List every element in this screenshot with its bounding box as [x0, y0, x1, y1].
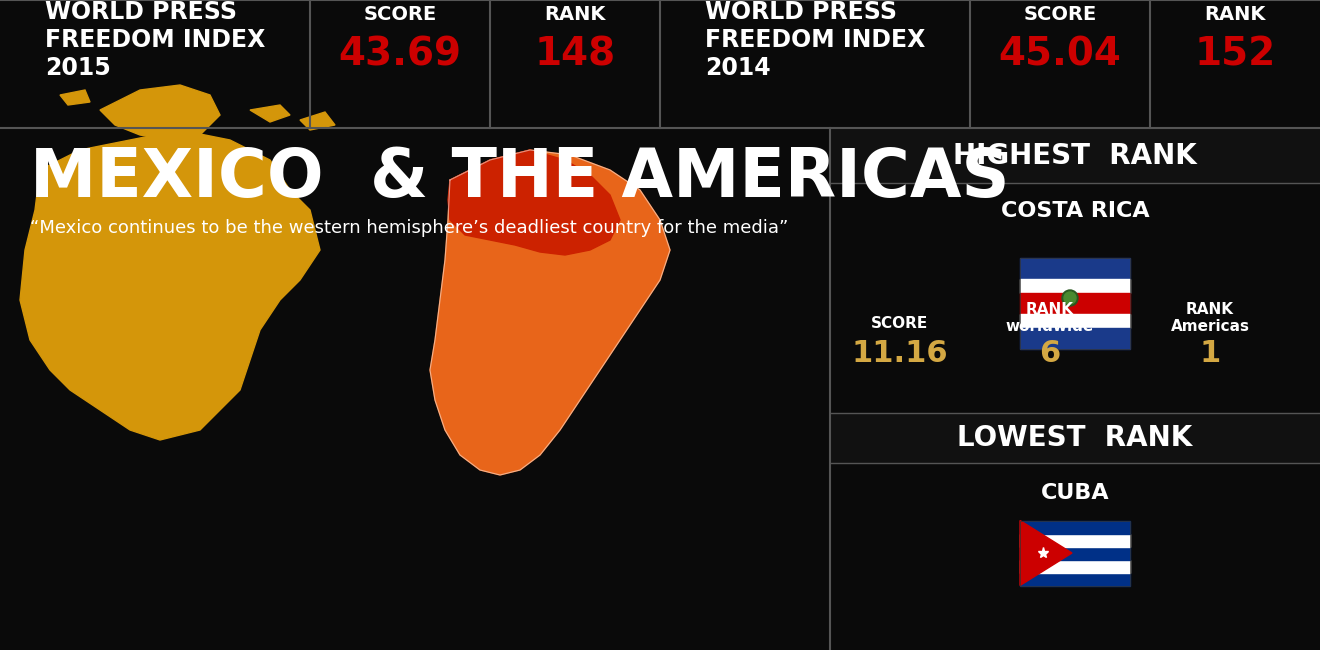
Circle shape: [1064, 292, 1076, 304]
Text: 11.16: 11.16: [851, 339, 948, 367]
Text: 148: 148: [535, 36, 615, 74]
Polygon shape: [447, 150, 620, 255]
Bar: [1020, 293, 1130, 314]
Text: 152: 152: [1195, 36, 1275, 74]
Bar: [1020, 258, 1130, 279]
Text: WORLD PRESS
FREEDOM INDEX
2014: WORLD PRESS FREEDOM INDEX 2014: [705, 0, 925, 80]
Text: SCORE: SCORE: [871, 315, 929, 330]
Text: 43.69: 43.69: [338, 36, 462, 74]
Bar: [1020, 521, 1130, 534]
Bar: [1020, 328, 1130, 349]
Text: RANK
worldwide: RANK worldwide: [1006, 302, 1094, 334]
Circle shape: [1063, 290, 1078, 306]
Polygon shape: [1020, 521, 1072, 586]
Text: COSTA RICA: COSTA RICA: [1001, 201, 1150, 221]
Bar: [1020, 258, 1130, 349]
Polygon shape: [59, 90, 90, 105]
Text: 1: 1: [1200, 339, 1221, 367]
Bar: [1020, 279, 1130, 293]
Bar: [1020, 521, 1130, 586]
Text: CUBA: CUBA: [1040, 483, 1109, 503]
Text: “Mexico continues to be the western hemisphere’s deadliest country for the media: “Mexico continues to be the western hemi…: [30, 219, 788, 237]
Text: 45.04: 45.04: [998, 36, 1122, 74]
Text: LOWEST  RANK: LOWEST RANK: [957, 424, 1193, 452]
Text: MEXICO  & THE AMERICAS: MEXICO & THE AMERICAS: [30, 145, 1010, 211]
Bar: [1020, 573, 1130, 586]
Bar: [1020, 314, 1130, 328]
Polygon shape: [300, 112, 335, 130]
Text: HIGHEST  RANK: HIGHEST RANK: [953, 142, 1197, 170]
Polygon shape: [100, 85, 220, 140]
Text: RANK
Americas: RANK Americas: [1171, 302, 1250, 334]
Polygon shape: [20, 130, 319, 440]
Polygon shape: [430, 150, 671, 475]
Bar: [1020, 534, 1130, 547]
Polygon shape: [249, 105, 290, 122]
Bar: [1020, 560, 1130, 573]
Bar: [1020, 547, 1130, 560]
Text: SCORE: SCORE: [1023, 5, 1097, 25]
Bar: [830, 413, 1320, 463]
Text: 6: 6: [1039, 339, 1061, 367]
Text: SCORE: SCORE: [363, 5, 437, 25]
Text: RANK: RANK: [544, 5, 606, 25]
Text: RANK: RANK: [1204, 5, 1266, 25]
Text: WORLD PRESS
FREEDOM INDEX
2015: WORLD PRESS FREEDOM INDEX 2015: [45, 0, 265, 80]
Bar: [830, 128, 1320, 183]
